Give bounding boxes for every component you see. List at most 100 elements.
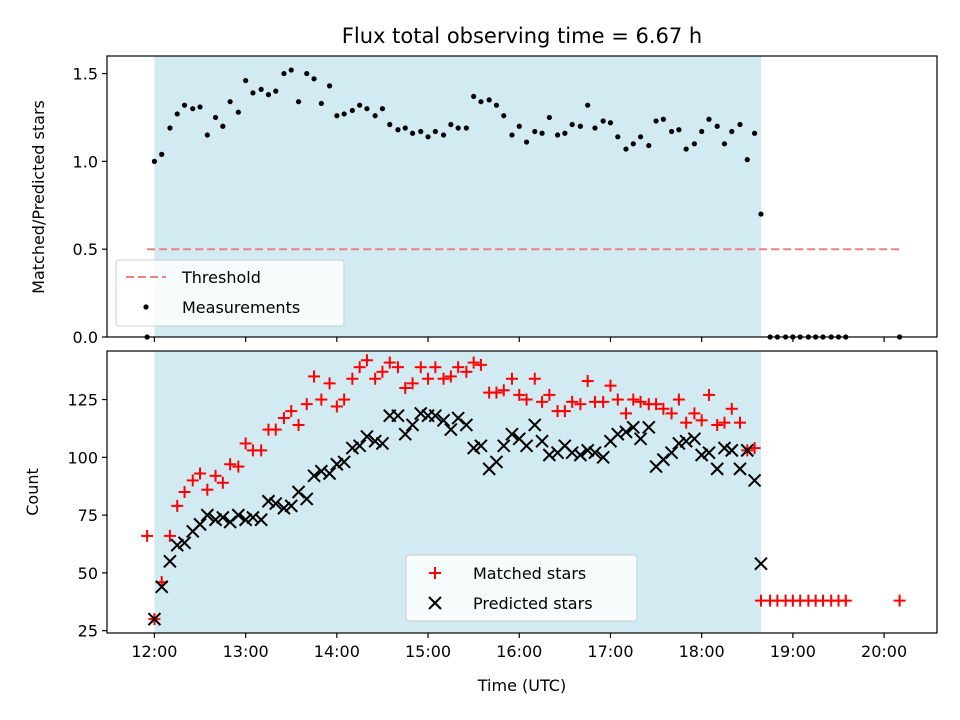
measurement-point: [592, 125, 598, 131]
predicted-legend-marker: [428, 596, 442, 610]
measurement-point: [159, 151, 165, 157]
predicted-star-point: [314, 464, 329, 478]
predicted-star-point: [216, 510, 230, 525]
predicted-star-point: [170, 538, 184, 552]
predicted-star-point: [246, 510, 260, 525]
bottom-y-axis-label: Count: [23, 468, 42, 516]
legend-measurements-label: Measurements: [182, 298, 300, 317]
measurement-point: [341, 111, 347, 117]
xtick-label: 14:00: [314, 642, 360, 661]
matched-star-point: [209, 469, 222, 482]
predicted-star-point: [375, 436, 390, 451]
predicted-star-point: [330, 457, 344, 471]
measurement-point: [288, 67, 294, 73]
measurement-point: [721, 141, 728, 147]
predicted-star-point: [717, 441, 732, 455]
top-legend-box: [115, 259, 345, 327]
matched-legend-marker: [429, 567, 441, 579]
predicted-star-point: [528, 418, 542, 432]
bottom-ytick-label: 75: [78, 506, 98, 525]
predicted-star-point: [619, 425, 633, 439]
measurement-point: [174, 111, 180, 117]
predicted-star-point: [694, 448, 709, 462]
predicted-star-point: [733, 462, 747, 476]
predicted-star-point: [428, 409, 443, 423]
matched-star-point: [839, 594, 852, 607]
measurement-point: [751, 130, 758, 136]
measurement-point: [637, 134, 644, 140]
measurement-point: [151, 158, 158, 164]
predicted-star-point: [505, 427, 519, 441]
measurement-point: [304, 70, 310, 77]
predicted-star-point: [754, 556, 768, 571]
top-ytick-label: 1.0: [73, 152, 98, 171]
matched-star-point: [702, 388, 715, 401]
measurement-point: [395, 127, 401, 133]
matched-star-point: [688, 407, 701, 420]
matched-star-point: [232, 460, 245, 473]
predicted-star-point: [679, 434, 693, 448]
matched-star-point: [216, 476, 229, 489]
measurement-point: [676, 127, 682, 133]
predicted-star-point: [626, 420, 640, 434]
matched-star-point: [672, 393, 685, 406]
matched-star-point: [277, 412, 290, 425]
predicted-star-point: [664, 445, 679, 460]
matched-star-point: [376, 365, 389, 378]
measurement-point: [569, 121, 575, 128]
predicted-star-point: [459, 418, 474, 432]
measurement-point: [295, 99, 302, 105]
measurement-point: [181, 102, 188, 108]
predicted-star-point: [725, 443, 739, 458]
measurement-point: [167, 125, 173, 131]
matched-star-point: [300, 398, 313, 411]
predicted-star-point: [238, 513, 253, 527]
predicted-star-point: [702, 445, 716, 460]
measurement-point: [523, 139, 530, 145]
matched-star-point: [383, 356, 396, 369]
predicted-star-point: [163, 554, 177, 569]
predicted-star-point: [155, 580, 169, 594]
measurement-point: [729, 128, 735, 135]
legend-threshold-label: Threshold: [181, 268, 261, 287]
matched-star-point: [528, 372, 541, 385]
matched-star-point: [536, 395, 549, 408]
measurement-point: [600, 118, 606, 124]
matched-star-point: [285, 405, 298, 418]
measurement-point: [318, 100, 324, 107]
matched-star-point: [171, 499, 184, 512]
top-y-axis-label: Matched/Predicted stars: [29, 100, 48, 294]
predicted-star-point: [436, 413, 451, 428]
predicted-star-point: [740, 443, 754, 458]
measurement-point: [478, 99, 484, 105]
predicted-star-point: [633, 432, 648, 446]
measurement-point: [463, 125, 469, 131]
xtick-label: 12:00: [131, 642, 177, 661]
matched-star-point: [269, 423, 282, 436]
measurement-point: [258, 86, 264, 92]
measurement-point: [683, 146, 689, 152]
matched-star-point: [574, 398, 587, 411]
matched-star-point: [725, 402, 738, 415]
predicted-star-point: [208, 513, 223, 527]
predicted-star-point: [337, 455, 351, 469]
matched-star-point: [733, 416, 746, 429]
predicted-star-point: [474, 439, 488, 453]
predicted-star-point: [519, 439, 534, 453]
measurement-point: [585, 102, 591, 108]
measurement-point: [243, 77, 249, 84]
matched-star-point: [323, 377, 336, 390]
measurement-point: [265, 92, 272, 98]
measurement-point: [554, 132, 561, 138]
matched-star-point: [520, 393, 533, 406]
measurement-point: [562, 130, 568, 136]
matched-star-point: [186, 474, 199, 487]
measurement-point: [402, 125, 408, 131]
predicted-star-point: [360, 429, 374, 444]
measurement-point: [668, 128, 675, 135]
matched-star-point: [194, 467, 207, 480]
xtick-label: 13:00: [223, 642, 269, 661]
matched-star-point: [437, 372, 450, 385]
matched-star-point: [406, 377, 419, 390]
